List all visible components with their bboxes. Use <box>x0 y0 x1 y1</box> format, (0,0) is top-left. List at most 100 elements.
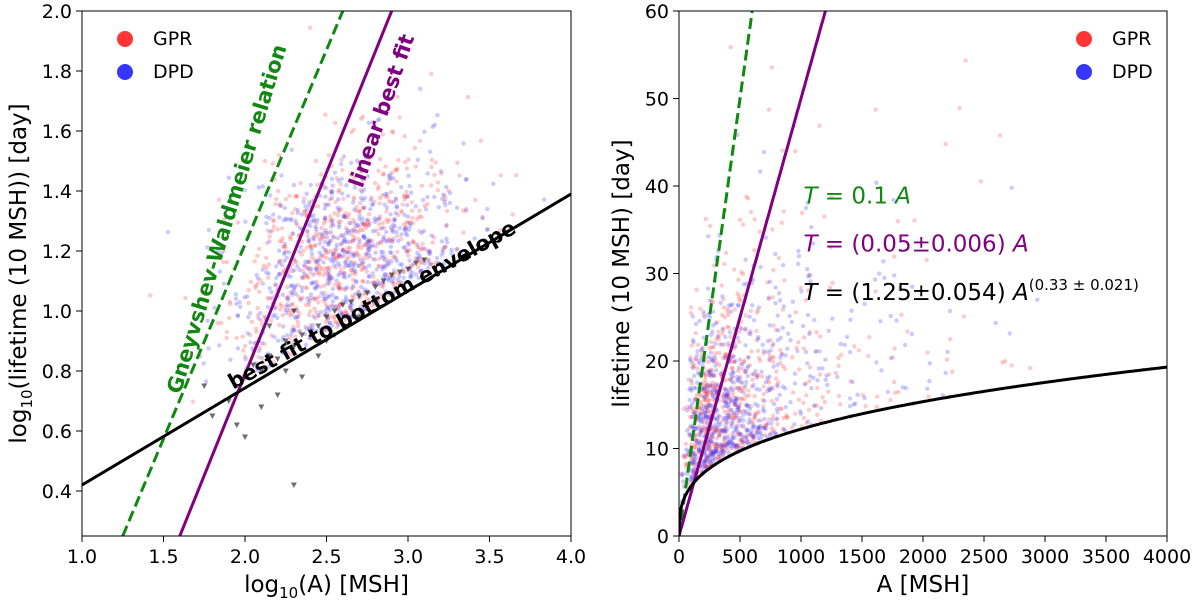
gpr-point <box>419 214 424 220</box>
dpd-point <box>776 291 782 296</box>
dpd-point <box>270 314 276 319</box>
gpr-point <box>410 208 415 213</box>
gpr-point <box>724 393 729 398</box>
dpd-point <box>796 248 801 254</box>
dpd-point <box>383 258 388 263</box>
dpd-point <box>696 439 702 444</box>
gpr-point <box>307 259 312 264</box>
dpd-point <box>927 361 932 366</box>
gpr-point <box>731 354 736 359</box>
dpd-point <box>702 460 707 465</box>
dpd-point <box>728 397 733 402</box>
dpd-point <box>365 174 371 179</box>
dpd-point <box>280 292 285 297</box>
gpr-point <box>704 390 709 395</box>
equation-3: T = (1.25±0.054) A(0.33 ± 0.021) <box>803 276 1138 306</box>
label-part: (lifetime (10 MSH)) [day] <box>6 103 32 389</box>
dpd-point <box>769 421 774 426</box>
dpd-point <box>407 183 412 189</box>
gpr-point <box>776 255 782 261</box>
envelope-point <box>299 374 306 380</box>
dpd-point <box>407 220 413 226</box>
gpr-point <box>279 226 285 231</box>
y-tick-label: 0.4 <box>42 481 72 503</box>
dpd-point <box>730 369 736 375</box>
dpd-point <box>1035 297 1040 302</box>
gpr-point <box>702 386 707 391</box>
gpr-point <box>725 309 730 315</box>
dpd-point <box>327 321 333 326</box>
dpd-point <box>362 205 367 210</box>
gpr-point <box>292 268 297 273</box>
x-axis-label: A [MSH] <box>877 572 970 598</box>
envelope-point <box>421 257 428 263</box>
y-tick-label: 20 <box>645 351 669 373</box>
gpr-point <box>336 187 342 193</box>
gpr-point <box>365 239 371 245</box>
gpr-point <box>327 276 332 282</box>
gpr-point <box>345 249 351 254</box>
gpr-point <box>258 277 263 283</box>
dpd-point <box>206 346 211 351</box>
x-tick-label: 1.0 <box>67 546 97 568</box>
gpr-point <box>349 308 355 314</box>
dpd-point <box>302 271 307 277</box>
dpd-point <box>729 421 734 426</box>
gpr-point <box>761 391 766 397</box>
dpd-point <box>289 147 294 152</box>
gpr-point <box>257 345 263 351</box>
dpd-point <box>712 356 718 361</box>
dpd-point <box>353 292 358 297</box>
gpr-point <box>739 270 744 275</box>
dpd-point <box>762 426 767 431</box>
dpd-point <box>314 267 319 272</box>
gpr-point <box>402 194 407 200</box>
gpr-point <box>802 335 807 340</box>
gpr-point <box>364 252 369 257</box>
gpr-point <box>345 229 351 234</box>
dpd-point <box>323 247 329 253</box>
gpr-point <box>343 211 348 216</box>
dpd-point <box>259 355 265 361</box>
dpd-point <box>330 221 335 226</box>
gpr-point <box>319 225 324 231</box>
gpr-point <box>395 94 400 100</box>
dpd-point <box>293 316 299 321</box>
dpd-point <box>387 292 393 298</box>
gpr-point <box>281 244 286 249</box>
dpd-point <box>808 374 813 379</box>
dpd-point <box>303 342 309 348</box>
dpd-point <box>370 229 376 234</box>
eq-body: = 0.1 <box>818 184 896 210</box>
gpr-point <box>359 116 364 121</box>
dpd-point <box>276 272 281 277</box>
dpd-point <box>807 272 812 277</box>
dpd-point <box>723 400 729 406</box>
gpr-point <box>366 243 371 248</box>
gpr-point <box>724 393 729 398</box>
gpr-point <box>343 310 348 316</box>
dpd-point <box>722 435 727 441</box>
gpr-point <box>734 415 740 420</box>
gpr-point <box>717 362 722 368</box>
gpr-point <box>430 262 435 267</box>
dpd-point <box>402 226 407 232</box>
dpd-point <box>254 272 259 278</box>
gpr-point <box>387 177 392 182</box>
dpd-point <box>706 440 711 445</box>
gpr-point <box>417 229 422 234</box>
dpd-point <box>391 275 396 281</box>
dpd-point <box>881 259 886 264</box>
gpr-point <box>733 444 739 449</box>
dpd-point <box>311 213 316 218</box>
label-subscript: 10 <box>279 584 298 601</box>
gpr-point <box>283 244 288 249</box>
dpd-point <box>300 275 305 280</box>
gpr-point <box>722 428 727 434</box>
gpr-point <box>694 287 699 292</box>
eq-var: T <box>803 280 819 306</box>
dpd-point <box>1009 185 1014 190</box>
dpd-point <box>724 387 729 392</box>
gpr-point <box>719 450 724 455</box>
